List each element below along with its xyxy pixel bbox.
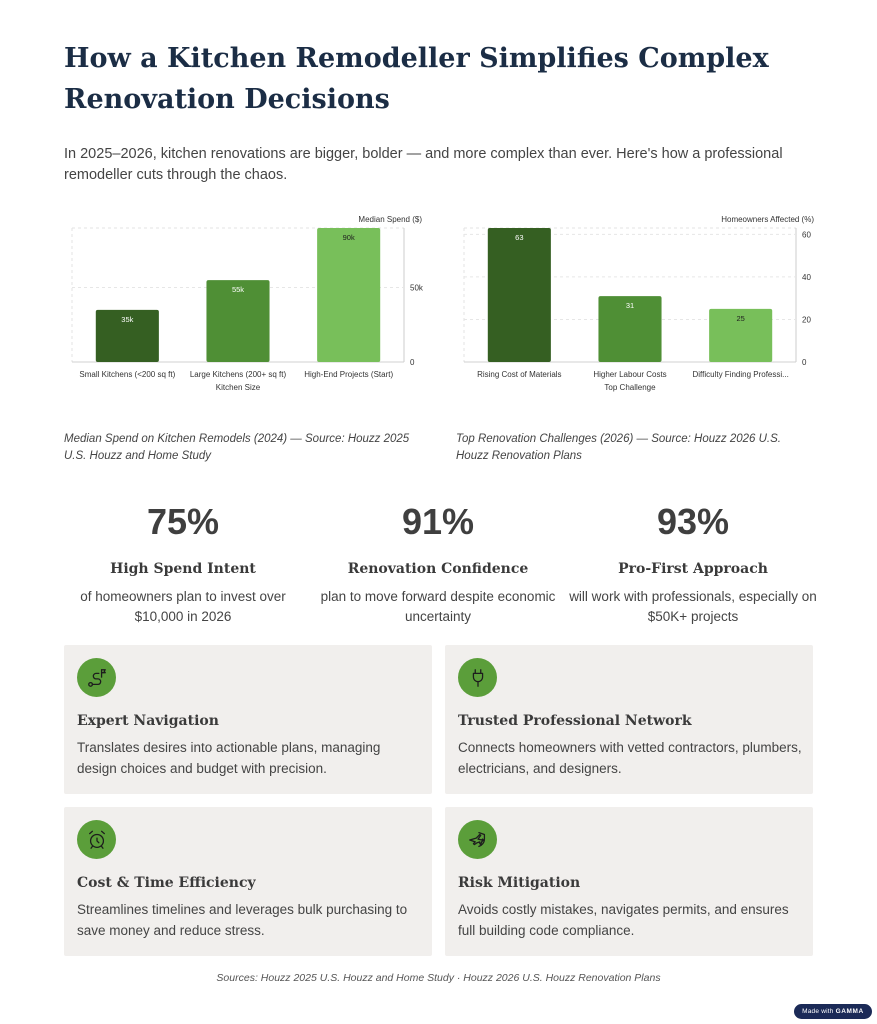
card-expert-navigation: Expert Navigation Translates desires int…	[64, 645, 432, 794]
stat-label: Pro-First Approach	[618, 561, 768, 577]
intro-text: In 2025–2026, kitchen renovations are bi…	[64, 146, 783, 183]
y-tick-label: 50k	[410, 284, 424, 293]
x-tick-label: High-End Projects (Start)	[304, 370, 393, 379]
card-title: Cost & Time Efficiency	[77, 875, 256, 891]
bar-spend-1	[206, 280, 270, 362]
stat-label: High Spend Intent	[110, 561, 256, 577]
badge-prefix: Made with	[802, 1008, 834, 1015]
card-description: Connects homeowners with vetted contract…	[458, 740, 802, 776]
y-tick-label: 40	[802, 273, 811, 282]
stat-value: 91%	[401, 501, 475, 542]
bar-spend-0	[95, 309, 159, 362]
bar-data-label: 55k	[232, 285, 244, 294]
card-description: Avoids costly mistakes, navigates permit…	[458, 902, 789, 938]
card-trusted-professional-network: Trusted Professional Network Connects ho…	[445, 645, 813, 794]
stat-label: Renovation Confidence	[347, 561, 529, 577]
y-tick-label: 0	[802, 358, 807, 367]
x-tick-label: Large Kitchens (200+ sq ft)	[190, 370, 287, 379]
card-risk-mitigation: Risk Mitigation Avoids costly mistakes, …	[445, 807, 813, 956]
stat-renovation-confidence: 91% Renovation Confidence plan to move f…	[313, 500, 563, 627]
renovation-challenges-caption: Top Renovation Challenges (2026) — Sourc…	[456, 433, 781, 462]
sources-footer: Sources: Houzz 2025 U.S. Houzz and Home …	[216, 972, 661, 984]
y-tick-label: 20	[802, 315, 811, 324]
bar-data-label: 35k	[121, 315, 133, 324]
bar-spend-2	[317, 228, 381, 362]
page-title: How a Kitchen Remodeller Simplifies Comp…	[64, 43, 769, 115]
card-title: Trusted Professional Network	[458, 713, 692, 729]
y-tick-label: 60	[802, 230, 811, 239]
x-tick-label: Higher Labour Costs	[593, 370, 666, 379]
badge-brand: GAMMA	[835, 1008, 864, 1015]
stat-pro-first-approach: 93% Pro-First Approach will work with pr…	[568, 500, 818, 627]
stat-value: 93%	[656, 501, 730, 542]
bar-challenge-0	[487, 228, 551, 362]
card-description: Streamlines timelines and leverages bulk…	[77, 902, 408, 938]
card-cost-time-efficiency: Cost & Time Efficiency Streamlines timel…	[64, 807, 432, 956]
renovation-challenges-chart: Homeowners Affected (%) 0 20 40 60 63 Rising C…	[456, 208, 826, 404]
bar-data-label: 31	[626, 301, 634, 310]
median-spend-chart-svg: Median Spend ($) 0 50k 35k Small Kitchens (<…	[71, 215, 424, 392]
x-tick-label: Difficulty Finding Professi...	[692, 370, 788, 379]
bar-data-label: 25	[736, 314, 744, 323]
card-description: Translates desires into actionable plans…	[77, 740, 381, 776]
route-flag-icon	[77, 658, 116, 697]
y-axis-label: Homeowners Affected (%)	[721, 215, 814, 224]
stat-high-spend-intent: 75% High Spend Intent of homeowners plan…	[58, 500, 308, 627]
x-axis-label: Top Challenge	[604, 383, 656, 392]
made-with-gamma-badge[interactable]: Made with GAMMA	[794, 1004, 872, 1019]
stat-description: plan to move forward despite economic un…	[320, 589, 556, 624]
y-axis-label: Median Spend ($)	[358, 215, 422, 224]
card-title: Risk Mitigation	[458, 875, 581, 891]
x-axis-label: Kitchen Size	[216, 383, 261, 392]
renovation-challenges-chart-svg: Homeowners Affected (%) 0 20 40 60 63 Rising C…	[463, 215, 814, 392]
bar-challenge-1	[598, 296, 662, 362]
plug-icon	[458, 658, 497, 697]
bar-data-label: 90k	[343, 233, 355, 242]
bar-challenge-2	[709, 308, 773, 362]
stat-description: of homeowners plan to invest over $10,00…	[80, 589, 286, 624]
stat-value: 75%	[146, 501, 220, 542]
y-tick-label: 0	[410, 358, 415, 367]
median-spend-chart: Median Spend ($) 0 50k 35k Small Kitchens (<…	[64, 208, 434, 404]
bar-data-label: 63	[515, 233, 523, 242]
median-spend-caption: Median Spend on Kitchen Remodels (2024) …	[64, 433, 410, 462]
card-title: Expert Navigation	[77, 713, 219, 729]
alarm-clock-icon	[77, 820, 116, 859]
x-tick-label: Small Kitchens (<200 sq ft)	[79, 370, 175, 379]
shield-plane-icon	[458, 820, 497, 859]
x-tick-label: Rising Cost of Materials	[477, 370, 561, 379]
stat-description: will work with professionals, especially…	[569, 589, 817, 624]
